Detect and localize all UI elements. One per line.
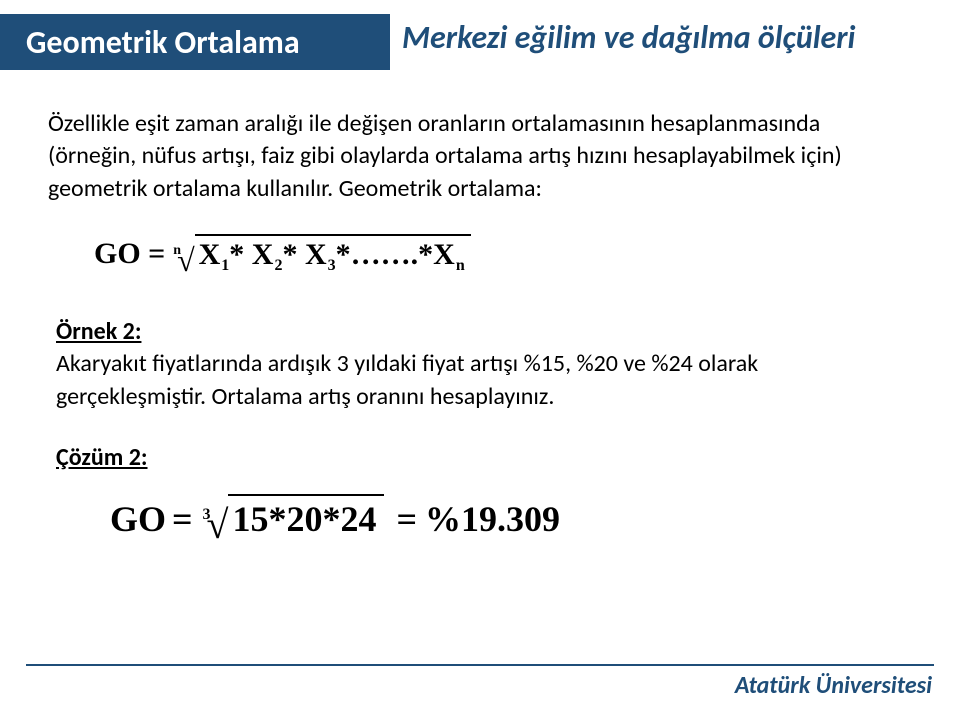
solution-heading: Çözüm 2: (56, 443, 912, 472)
title-box: Geometrik Ortalama (0, 14, 390, 70)
formula-geometric-mean: GO = n √ X1 * X2 * X3 *…….*Xn (94, 235, 912, 273)
example-text: Akaryakıt fiyatlarında ardışık 3 yıldaki… (56, 348, 912, 413)
radical-icon: 3 √ 15*20*24 (203, 496, 385, 542)
radical-sign: √ (207, 505, 229, 545)
slide-header: Geometrik Ortalama Merkezi eğilim ve dağ… (0, 0, 960, 72)
content-area: Özellikle eşit zaman aralığı ile değişen… (0, 72, 960, 542)
slide-subtitle: Merkezi eğilim ve dağılma ölçüleri (402, 18, 855, 57)
intro-paragraph: Özellikle eşit zaman aralığı ile değişen… (48, 108, 912, 205)
example-heading: Örnek 2: (56, 317, 912, 346)
solution-lhs: GO (110, 498, 166, 540)
slide-footer: Atatürk Üniversitesi (0, 671, 960, 700)
formula-solution: GO = 3 √ 15*20*24 = %19.309 (110, 496, 912, 542)
solution-rhs: %19.309 (425, 498, 560, 540)
equals-sign: = (396, 498, 417, 540)
radical-body: X1 * X2 * X3 *…….*Xn (195, 234, 471, 272)
footer-text: Atatürk Üniversitesi (735, 671, 932, 700)
equals-sign: = (172, 498, 193, 540)
slide-title: Geometrik Ortalama (26, 23, 300, 62)
radical-icon: n √ X1 * X2 * X3 *…….*Xn (173, 235, 470, 273)
example-block: Örnek 2: Akaryakıt fiyatlarında ardışık … (56, 317, 912, 413)
footer-divider (26, 664, 934, 666)
radical-body: 15*20*24 (228, 494, 384, 540)
formula-lhs: GO = (94, 237, 165, 271)
radical-sign: √ (177, 244, 195, 276)
